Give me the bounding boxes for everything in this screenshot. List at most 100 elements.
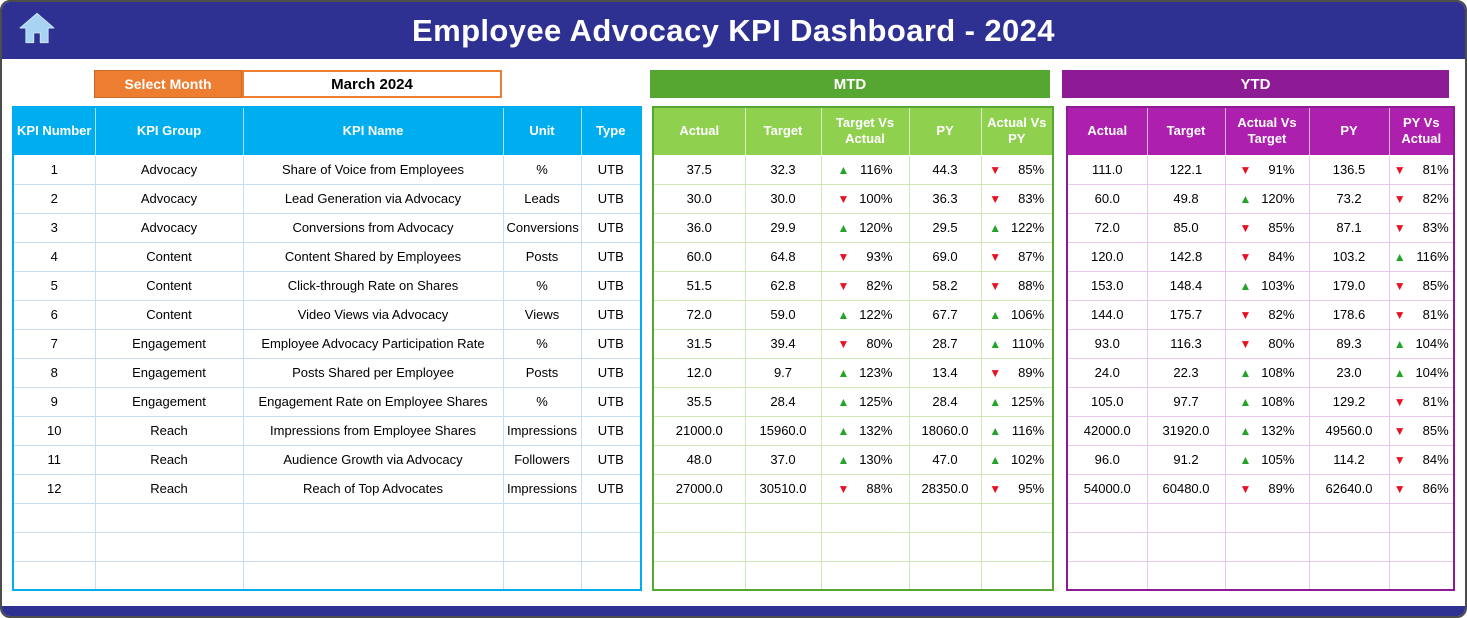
arrow-value: ▲ 132% [1229,423,1306,438]
ytd-py-vs-actual-cell: ▼ 82% [1388,183,1455,214]
kpi-info-row: 5 Content Click-through Rate on Shares% UTB [12,270,642,301]
arrow-value: ▼ 81% [1393,162,1451,177]
ytd-py-cell: 49560.0 [1308,415,1390,446]
ytd-py-vs-actual-cell: ▼ 84% [1388,444,1455,475]
ytd-py-cell: 73.2 [1308,183,1390,214]
arrow-value: ▼ 95% [985,481,1050,496]
pct-value: 105% [1261,452,1295,467]
pct-value: 84% [1422,452,1449,467]
down-arrow-icon: ▼ [1239,307,1252,322]
up-arrow-icon: ▲ [837,394,850,409]
select-month-button[interactable]: Select Month [94,70,242,98]
empty-cell [980,560,1054,591]
down-arrow-icon: ▼ [989,191,1002,206]
mtd-actual-cell: 35.5 [652,386,746,417]
up-arrow-icon: ▲ [989,394,1002,409]
empty-cell [980,502,1054,533]
mtd-actual-cell: 51.5 [652,270,746,301]
arrow-value: ▼ 83% [1393,220,1451,235]
pct-value: 81% [1422,307,1449,322]
ytd-row: 42000.0 31920.0 ▲ 132% 49560.0 ▼ 85% [1066,415,1455,446]
empty-cell [744,502,822,533]
empty-cell [94,502,244,533]
ytd-py-cell: 89.3 [1308,328,1390,359]
empty-cell [1146,502,1226,533]
pct-value: 88% [1018,278,1045,293]
section-gap [1050,70,1062,98]
home-button[interactable] [16,11,58,49]
type-cell: UTB [580,183,642,214]
arrow-value: ▲ 116% [1393,249,1451,264]
pct-value: 93% [866,249,893,264]
mtd-actual-vs-py-cell: ▲ 110% [980,328,1054,359]
mtd-py-cell: 44.3 [908,154,982,185]
ytd-target-cell: 116.3 [1146,328,1226,359]
bottom-bar [2,606,1465,616]
down-arrow-icon: ▼ [1393,220,1406,235]
pct-value: 104% [1415,336,1449,351]
empty-cell [908,502,982,533]
unit-cell: Posts [502,241,582,272]
mtd-target-vs-actual-cell: ▲ 132% [820,415,910,446]
unit-cell: % [502,154,582,185]
ytd-target-cell: 148.4 [1146,270,1226,301]
kpi-info-table: KPI Number KPI Group KPI Name Unit Type … [12,106,642,591]
ytd-actual-cell: 24.0 [1066,357,1148,388]
unit-cell: % [502,270,582,301]
mtd-py-cell: 58.2 [908,270,982,301]
mtd-actual-cell: 72.0 [652,299,746,330]
mtd-target-cell: 39.4 [744,328,822,359]
unit-cell: Followers [502,444,582,475]
empty-cell [820,502,910,533]
down-arrow-icon: ▼ [1393,162,1406,177]
kpi-group-cell: Content [94,270,244,301]
ytd-py-vs-actual-cell: ▲ 104% [1388,357,1455,388]
empty-cell [908,560,982,591]
type-cell: UTB [580,415,642,446]
mid-spacer [502,70,650,98]
empty-cell [580,502,642,533]
mtd-py-cell: 18060.0 [908,415,982,446]
mtd-body: 37.5 32.3 ▲ 116% 44.3 ▼ 85% 30.0 30.0 ▼ 100% 36.3 ▼ 8… [652,154,1054,591]
col-header-kpi-number: KPI Number [12,106,96,156]
selected-month-cell[interactable]: March 2024 [242,70,502,98]
mtd-row: 36.0 29.9 ▲ 120% 29.5 ▲ 122% [652,212,1054,243]
kpi-info-row: 3 Advocacy Conversions from Advocacy Conver… [12,212,642,243]
mtd-row: 60.0 64.8 ▼ 93% 69.0 ▼ 87% [652,241,1054,272]
mtd-actual-vs-py-cell: ▲ 122% [980,212,1054,243]
down-arrow-icon: ▼ [1393,481,1406,496]
ytd-header-row: Actual Target Actual Vs Target PY PY Vs … [1066,106,1455,156]
mtd-actual-vs-py-cell: ▼ 95% [980,473,1054,504]
pct-value: 100% [859,191,893,206]
mtd-actual-vs-py-cell: ▲ 125% [980,386,1054,417]
arrow-value: ▲ 120% [825,220,906,235]
empty-cell [1146,531,1226,562]
pct-value: 103% [1261,278,1295,293]
ytd-py-cell: 129.2 [1308,386,1390,417]
pct-value: 85% [1422,278,1449,293]
ytd-target-cell: 91.2 [1146,444,1226,475]
pct-value: 89% [1268,481,1295,496]
pct-value: 108% [1261,394,1295,409]
arrow-value: ▼ 88% [825,481,906,496]
arrow-value: ▼ 82% [825,278,906,293]
pct-value: 87% [1018,249,1045,264]
ytd-target-cell: 22.3 [1146,357,1226,388]
empty-row [12,531,642,562]
kpi-number-cell: 5 [12,270,96,301]
ytd-row: 153.0 148.4 ▲ 103% 179.0 ▼ 85% [1066,270,1455,301]
col-header-type: Type [580,106,642,156]
kpi-group-cell: Engagement [94,357,244,388]
up-arrow-icon: ▲ [1239,365,1252,380]
down-arrow-icon: ▼ [989,365,1002,380]
pct-value: 84% [1268,249,1295,264]
empty-cell [1308,560,1390,591]
ytd-section-header: YTD [1062,70,1449,98]
mtd-actual-cell: 21000.0 [652,415,746,446]
mtd-actual-vs-py-cell: ▼ 89% [980,357,1054,388]
ytd-actual-cell: 60.0 [1066,183,1148,214]
kpi-group-cell: Reach [94,473,244,504]
down-arrow-icon: ▼ [1393,394,1406,409]
ytd-py-vs-actual-cell: ▼ 85% [1388,270,1455,301]
empty-cell [1308,531,1390,562]
